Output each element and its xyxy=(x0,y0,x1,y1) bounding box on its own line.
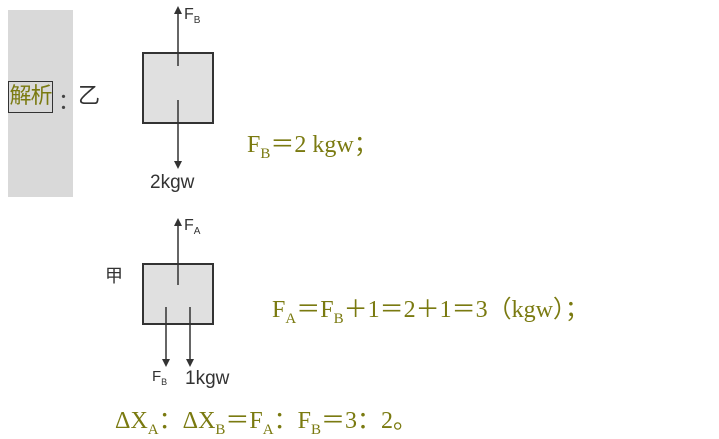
equation-jia: FA＝FB＋1＝2＋1＝3（kgw）； xyxy=(272,297,589,327)
force-label-fa: FA xyxy=(184,217,201,238)
equation-yi: FB＝2 kgw； xyxy=(247,132,378,162)
diagram-yi xyxy=(142,6,214,169)
label-yi: 乙 xyxy=(78,84,101,109)
diagram-jia xyxy=(142,218,214,367)
force-label-fb-jia: FB xyxy=(152,368,168,387)
force-label-2kgw: 2kgw xyxy=(150,172,195,193)
force-label-1kgw: 1kgw xyxy=(185,368,230,389)
ratio-equation: ΔXA：ΔXB＝FA：FB＝3：2。 xyxy=(115,408,417,438)
force-label-fb-yi: FB xyxy=(184,6,201,27)
analysis-colon: ： xyxy=(58,90,81,115)
label-jia: 甲 xyxy=(105,266,123,287)
analysis-tag: 解析 xyxy=(8,81,53,113)
